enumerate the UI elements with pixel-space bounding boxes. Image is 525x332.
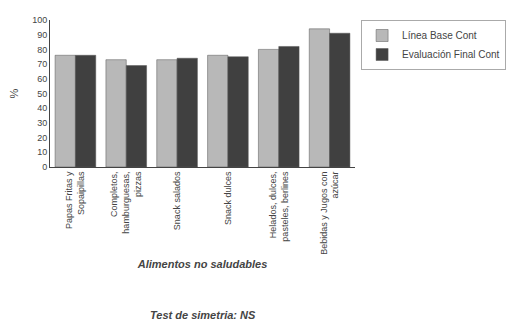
svg-text:80: 80 (37, 45, 47, 55)
svg-text:Evaluación Final Cont: Evaluación Final Cont (402, 49, 499, 60)
svg-text:50: 50 (37, 89, 47, 99)
svg-text:30: 30 (37, 118, 47, 128)
svg-text:20: 20 (37, 133, 47, 143)
svg-text:%: % (8, 88, 20, 98)
svg-text:90: 90 (37, 30, 47, 40)
svg-text:Helados, dulces,pasteles, berl: Helados, dulces,pasteles, berlines (268, 171, 290, 242)
svg-text:70: 70 (37, 59, 47, 69)
svg-text:Papas Fritas ySopaipillas: Papas Fritas ySopaipillas (64, 171, 86, 229)
svg-text:10: 10 (37, 147, 47, 157)
svg-text:Snack dulces: Snack dulces (223, 171, 233, 225)
svg-text:Bebidas y Jugos conazúcar: Bebidas y Jugos conazúcar (319, 172, 341, 255)
svg-text:40: 40 (37, 103, 47, 113)
svg-text:Test de simetria: NS: Test de simetria: NS (150, 309, 256, 321)
svg-text:0: 0 (42, 162, 47, 172)
svg-text:Línea Base Cont: Línea Base Cont (402, 30, 477, 41)
svg-text:Snack salados: Snack salados (172, 171, 182, 230)
svg-text:100: 100 (32, 15, 47, 25)
svg-text:Alimentos no saludables: Alimentos no saludables (137, 258, 268, 270)
svg-text:60: 60 (37, 74, 47, 84)
svg-text:Completos,hamburguesas,pizzas: Completos,hamburguesas,pizzas (109, 171, 142, 234)
